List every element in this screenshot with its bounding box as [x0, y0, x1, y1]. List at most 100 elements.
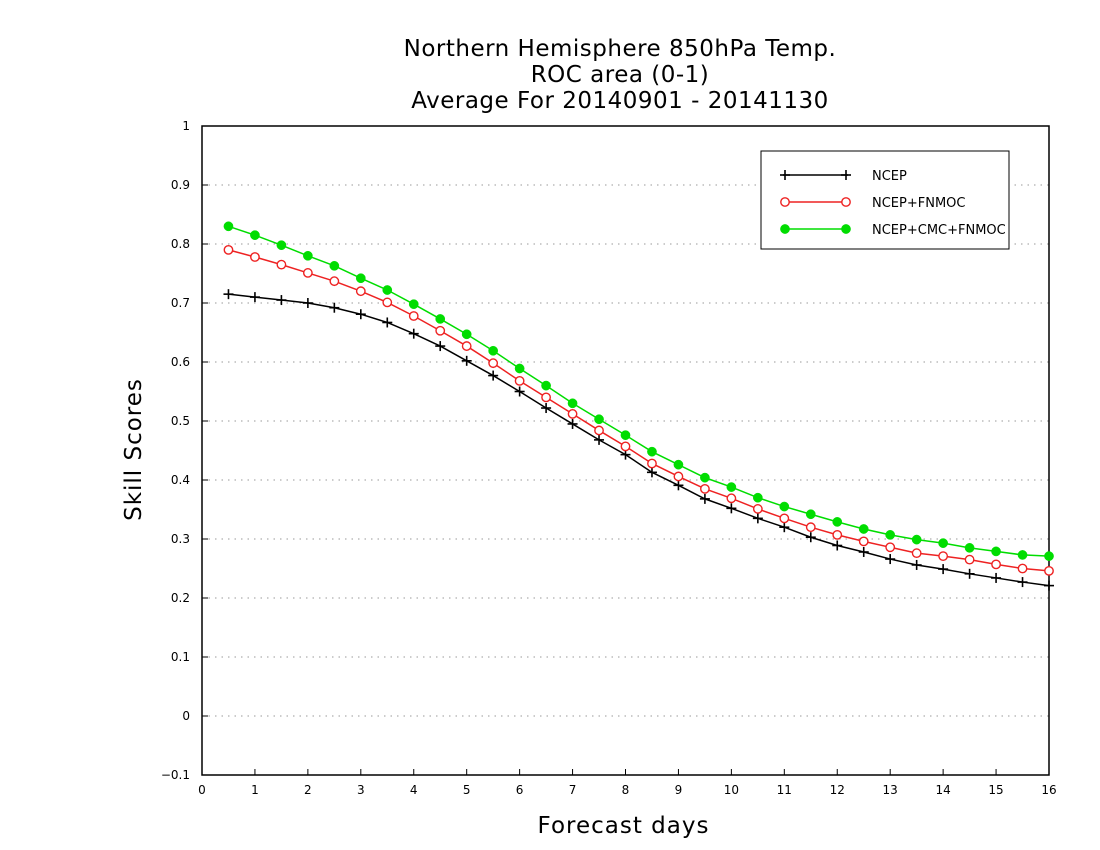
chart-title-line-2: ROC area (0-1) [530, 62, 710, 88]
legend-box [760, 150, 1010, 250]
data-point-ncep-fnmoc [382, 297, 393, 308]
series-line-ncep [228, 293, 1050, 587]
legend-marker-ncep [841, 170, 851, 180]
data-point-ncep-fnmoc [858, 536, 869, 547]
chart-title-line-1: Northern Hemisphere 850hPa Temp. [403, 36, 837, 62]
data-point-ncep [514, 386, 525, 397]
data-point-ncep-cmc-fnmoc [752, 492, 763, 503]
data-point-ncep-fnmoc [726, 493, 737, 504]
data-point-ncep-cmc-fnmoc [567, 398, 578, 409]
axis-ticks: 0 1 2 3 4 5 6 7 8 9 10 11 12 13 14 15 16−0.100.10.20.30.… [161, 119, 1057, 797]
series-ncep-fnmoc [223, 244, 1054, 576]
data-point-ncep-cmc-fnmoc [435, 314, 446, 324]
series-ncep-cmc-fnmoc [223, 221, 1054, 561]
data-point-ncep [832, 540, 843, 551]
data-point-ncep-fnmoc [567, 409, 578, 419]
data-point-ncep-fnmoc [779, 513, 790, 524]
data-point-ncep [726, 503, 737, 514]
y-tick-label: 0.3 [171, 532, 190, 546]
data-point-ncep-cmc-fnmoc [276, 240, 287, 251]
y-axis-label: Skill Scores [121, 378, 147, 521]
data-point-ncep-cmc-fnmoc [726, 482, 737, 492]
x-tick-label: 11 [777, 783, 792, 797]
data-point-ncep-fnmoc [329, 276, 340, 287]
data-point-ncep-cmc-fnmoc [700, 472, 710, 483]
data-point-ncep-fnmoc [355, 286, 366, 297]
data-point-ncep-fnmoc [594, 425, 604, 436]
data-point-ncep-fnmoc [964, 554, 975, 565]
data-point-ncep-cmc-fnmoc [964, 543, 975, 553]
data-point-ncep [488, 370, 499, 381]
data-point-ncep-fnmoc [408, 311, 419, 321]
data-point-ncep [964, 568, 975, 579]
data-point-ncep-cmc-fnmoc [991, 546, 1001, 557]
data-point-ncep-fnmoc [911, 548, 922, 559]
legend: NCEP NCEP+FNMOC NCEP+CMC+FNMOC [760, 150, 1010, 250]
x-tick-label: 8 [622, 783, 630, 797]
legend-marker-ncep-fnmoc [780, 197, 790, 207]
data-point-ncep-cmc-fnmoc [408, 299, 419, 310]
x-tick-label: 1 [251, 783, 259, 797]
data-point-ncep-fnmoc [1017, 563, 1028, 574]
data-point-ncep-cmc-fnmoc [647, 446, 657, 457]
data-point-ncep [329, 302, 340, 313]
data-point-ncep-fnmoc [514, 375, 525, 386]
x-tick-label: 15 [988, 783, 1003, 797]
legend-label-ncep-cmc-fnmoc: NCEP+CMC+FNMOC [872, 223, 1006, 238]
series-line-ncep-cmc-fnmoc [228, 225, 1050, 557]
data-point-ncep-cmc-fnmoc [250, 230, 260, 240]
data-point-ncep-fnmoc [700, 483, 710, 494]
legend-marker-ncep-cmc-fnmoc [780, 224, 790, 234]
y-tick-label: 0.5 [171, 414, 190, 428]
data-point-ncep-fnmoc [673, 471, 684, 482]
data-point-ncep [567, 418, 578, 429]
data-point-ncep-cmc-fnmoc [885, 530, 896, 540]
data-point-ncep-fnmoc [223, 244, 234, 255]
y-tick-label: 0.1 [171, 650, 190, 664]
data-point-ncep-cmc-fnmoc [620, 430, 631, 441]
data-point-ncep [594, 434, 605, 445]
data-point-ncep-cmc-fnmoc [382, 285, 393, 295]
chart-title-line-3: Average For 20140901 - 20141130 [411, 88, 829, 114]
legend-label-ncep: NCEP [872, 169, 907, 184]
series-line-ncep-fnmoc [228, 249, 1050, 572]
data-point-ncep [1044, 580, 1054, 591]
y-tick-label: 0.2 [171, 591, 190, 605]
y-tick-label: 0.8 [171, 237, 190, 251]
y-tick-label: 1 [182, 119, 190, 133]
x-tick-label: 4 [410, 783, 418, 797]
data-point-ncep [302, 298, 313, 308]
data-point-ncep-cmc-fnmoc [223, 221, 234, 232]
data-point-ncep-cmc-fnmoc [1044, 551, 1054, 561]
data-point-ncep [858, 546, 869, 557]
data-point-ncep [885, 554, 896, 565]
x-tick-label: 2 [304, 783, 312, 797]
x-tick-label: 13 [883, 783, 898, 797]
data-point-ncep-cmc-fnmoc [461, 329, 472, 340]
data-point-ncep-cmc-fnmoc [832, 517, 843, 527]
data-point-ncep-cmc-fnmoc [488, 345, 499, 356]
series-layer [223, 221, 1054, 591]
data-point-ncep [408, 328, 419, 339]
x-tick-label: 12 [830, 783, 845, 797]
data-point-ncep-fnmoc [276, 259, 287, 270]
data-point-ncep [223, 289, 234, 300]
data-point-ncep [355, 309, 366, 320]
x-tick-label: 14 [935, 783, 950, 797]
data-point-ncep-fnmoc [620, 441, 631, 452]
legend-marker-ncep-cmc-fnmoc [841, 224, 851, 234]
data-point-ncep-cmc-fnmoc [355, 273, 366, 284]
data-point-ncep-fnmoc [302, 268, 313, 278]
data-point-ncep-fnmoc [752, 504, 763, 514]
data-point-ncep-fnmoc [885, 542, 896, 553]
x-tick-label: 7 [569, 783, 577, 797]
data-point-ncep [382, 317, 393, 328]
data-point-ncep-cmc-fnmoc [514, 363, 525, 374]
data-point-ncep [646, 467, 657, 478]
data-point-ncep [435, 341, 446, 352]
x-tick-label: 6 [516, 783, 524, 797]
x-axis-label: Forecast days [538, 813, 710, 839]
data-point-ncep [779, 522, 790, 533]
y-tick-label: 0 [182, 709, 190, 723]
